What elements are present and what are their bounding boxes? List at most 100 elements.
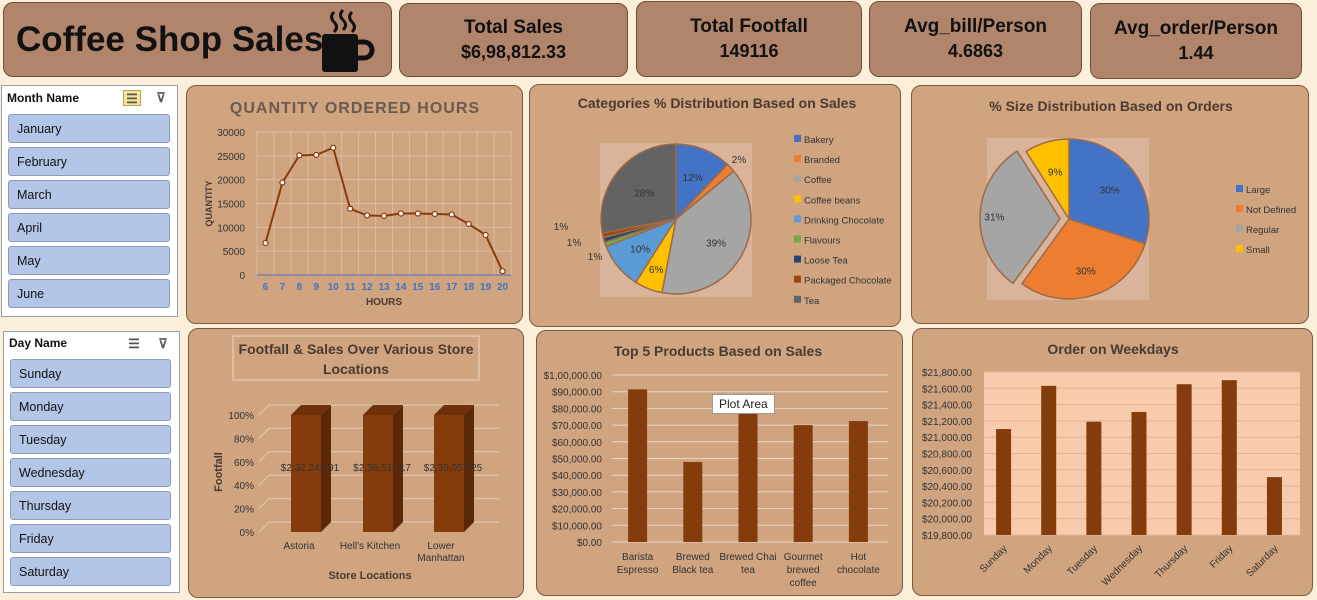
top-products-chart-panel[interactable]: Top 5 Products Based on Sales $0.00 $10,00…	[536, 330, 903, 596]
data-point	[465, 220, 472, 228]
data-label: 6%	[649, 265, 664, 276]
x-tick-label: 16	[429, 282, 441, 293]
x-tick-label: coffee	[790, 578, 817, 589]
chart-title: Footfall & Sales Over Various Store	[239, 341, 474, 357]
data-label: 1%	[588, 252, 603, 263]
y-tick-label: 10000	[217, 223, 245, 234]
month-item-june[interactable]: June	[8, 279, 170, 308]
clear-filter-icon[interactable]: ⊽	[156, 90, 166, 105]
gridline	[258, 521, 499, 533]
day-item-saturday[interactable]: Saturday	[10, 557, 171, 586]
data-label: 12%	[683, 173, 703, 184]
chart-title: % Size Distribution Based on Orders	[989, 98, 1233, 114]
store-locations-bar-chart: Footfall & Sales Over Various Store Locat…	[213, 335, 499, 582]
bar	[1041, 385, 1057, 535]
day-item-monday[interactable]: Monday	[10, 392, 171, 421]
pie-slice	[661, 170, 752, 295]
data-label: 1%	[554, 222, 569, 233]
y-tick-label: $21,400.00	[922, 401, 972, 412]
y-tick-label: $20,600.00	[922, 466, 972, 477]
kpi-label: Avg_order/Person	[1113, 18, 1278, 39]
weekday-orders-bar-chart: Order on Weekdays $19,800.00 $20,000.00 $20…	[922, 341, 1300, 588]
data-label: 10%	[630, 245, 650, 256]
series-line	[264, 146, 504, 272]
multi-select-icon[interactable]: ☰	[123, 90, 141, 106]
legend-label: Branded	[804, 155, 840, 166]
month-item-february[interactable]: February	[8, 147, 170, 176]
size-pie-chart: % Size Distribution Based on Orders 30% 30…	[979, 98, 1296, 300]
y-tick-label: $20,200.00	[922, 498, 972, 509]
bar	[738, 413, 758, 542]
month-item-april[interactable]: April	[8, 213, 170, 242]
x-tick-label: Sunday	[978, 543, 1010, 575]
y-tick-label: 20000	[217, 176, 245, 187]
data-label: $2,36,511.17	[353, 463, 411, 474]
month-item-may[interactable]: May	[8, 246, 170, 275]
month-item-march[interactable]: March	[8, 180, 170, 209]
kpi-value: 149116	[719, 41, 779, 61]
data-label: 2%	[732, 155, 747, 166]
data-label: 9%	[1048, 167, 1063, 178]
data-label: 30%	[1100, 185, 1120, 196]
plot-area-tooltip: Plot Area	[712, 394, 775, 414]
chart-title: Order on Weekdays	[1047, 341, 1178, 357]
pie-slice	[600, 143, 677, 234]
store-locations-chart-panel[interactable]: Footfall & Sales Over Various Store Locat…	[188, 328, 524, 598]
top-products-bar-chart: Top 5 Products Based on Sales $0.00 $10,00…	[544, 343, 888, 589]
y-tick-label: $1,00,000.00	[544, 371, 603, 382]
bar	[434, 415, 464, 532]
x-tick-label: Hell's Kitchen	[340, 541, 400, 552]
day-slicer-title: Day Name	[9, 336, 68, 350]
y-tick-label: $0.00	[577, 538, 602, 549]
bar	[996, 429, 1012, 535]
pie-slice	[1020, 218, 1147, 300]
legend-swatch	[1236, 245, 1243, 252]
x-tick-label: Espresso	[617, 565, 659, 576]
category-pie-chart-panel[interactable]: Categories % Distribution Based on Sales…	[529, 84, 901, 327]
y-tick-label: $80,000.00	[552, 404, 602, 415]
legend-swatch	[794, 155, 801, 163]
day-item-friday[interactable]: Friday	[10, 524, 171, 553]
legend-label: Large	[1246, 185, 1270, 196]
y-tick-label: 40%	[234, 481, 254, 492]
pie-slice	[1068, 138, 1150, 245]
x-tick-label: 15	[412, 282, 424, 293]
data-point	[414, 210, 421, 217]
pie-slice	[1025, 138, 1070, 222]
legend-label: Flavours	[804, 236, 841, 247]
legend-label: Regular	[1246, 225, 1279, 236]
day-item-wednesday[interactable]: Wednesday	[10, 458, 171, 487]
data-label: 1%	[567, 238, 582, 249]
kpi-value: $6,98,812.33	[460, 42, 567, 62]
weekday-orders-chart-panel[interactable]: Order on Weekdays $19,800.00 $20,000.00 $20…	[912, 328, 1313, 596]
bar	[793, 425, 813, 542]
x-tick-label: chocolate	[837, 565, 880, 576]
x-tick-label: Monday	[1022, 543, 1055, 576]
data-label: 31%	[984, 213, 1004, 224]
x-tick-label: 8	[297, 282, 303, 293]
legend-label: Drinking Chocolate	[804, 215, 884, 226]
legend-swatch	[794, 275, 801, 283]
x-tick-label: Manhattan	[417, 553, 464, 564]
gridline	[258, 498, 499, 509]
clear-filter-icon[interactable]: ⊽	[158, 336, 168, 351]
y-axis-title: Footfall	[213, 452, 225, 492]
hourly-quantity-chart-panel[interactable]: QUANTITY ORDERED HOURS 0 5000 10000 15000 200…	[186, 85, 523, 324]
legend-label: Packaged Chocolate	[804, 276, 892, 287]
legend-swatch	[794, 255, 801, 263]
data-point	[279, 179, 286, 186]
bar-top	[434, 405, 474, 415]
bar	[363, 415, 393, 532]
legend-label: Coffee beans	[804, 195, 861, 206]
multi-select-icon[interactable]: ☰	[128, 336, 140, 351]
size-pie-chart-panel[interactable]: % Size Distribution Based on Orders 30% 30…	[911, 85, 1309, 324]
x-tick-label: 19	[480, 282, 492, 293]
day-item-sunday[interactable]: Sunday	[10, 359, 171, 388]
legend-label: Bakery	[804, 135, 834, 146]
month-item-january[interactable]: January	[8, 114, 170, 143]
day-item-thursday[interactable]: Thursday	[10, 491, 171, 520]
bar	[1221, 380, 1237, 535]
legend-label: Coffee	[804, 175, 832, 186]
day-item-tuesday[interactable]: Tuesday	[10, 425, 171, 454]
y-tick-label: $21,800.00	[922, 368, 972, 379]
